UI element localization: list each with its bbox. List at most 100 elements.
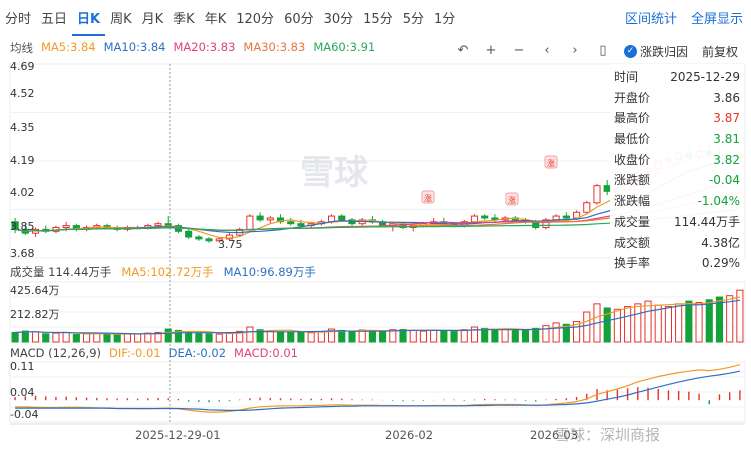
candle-body: [246, 215, 254, 230]
volume-bar: [389, 329, 397, 343]
volume-bar: [573, 321, 581, 343]
candle-body: [215, 238, 223, 242]
volume-bar: [62, 331, 70, 343]
volume-bar: [113, 334, 121, 343]
ma-legend: 均线 MA5:3.84 MA10:3.84 MA20:3.83 MA30:3.8…: [10, 40, 375, 56]
volume-bar: [562, 323, 570, 343]
ma20-value: MA20:3.83: [173, 40, 236, 54]
price-axis-label: 4.69: [10, 60, 35, 73]
volume-bar: [603, 307, 611, 343]
volume-bar: [11, 331, 19, 343]
info-key: 成交量: [614, 214, 651, 229]
volume-bar: [348, 330, 356, 343]
attribution-toggle[interactable]: ✓ 涨跌归因: [624, 43, 688, 60]
volume-bar: [195, 332, 203, 343]
price-axis-label: 4.02: [10, 186, 35, 199]
info-row-high: 最高价 3.87: [614, 108, 740, 129]
candle-body: [583, 202, 591, 213]
low-price-marker: 3.75: [218, 238, 243, 251]
candle-body: [205, 238, 213, 242]
info-key: 收盘价: [614, 152, 651, 167]
tab-1-min[interactable]: 1分: [433, 12, 456, 27]
tab-monthly-k[interactable]: 月K: [141, 12, 164, 27]
range-stats-link[interactable]: 区间统计: [624, 12, 677, 27]
volume-bar: [205, 333, 213, 343]
tab-15-min[interactable]: 15分: [363, 12, 393, 27]
macd-dif-line: [15, 364, 741, 413]
candle-body: [256, 215, 264, 221]
tab-fenshi[interactable]: 分时: [5, 12, 32, 27]
volume-bar: [83, 333, 91, 343]
price-axis-label: 4.35: [10, 121, 35, 134]
tab-five-day[interactable]: 五日: [41, 12, 68, 27]
rise-badge: [505, 192, 519, 206]
info-row-change: 涨跌额 -0.04: [614, 170, 740, 191]
undo-icon[interactable]: ↶: [457, 43, 469, 58]
volume-bar: [123, 333, 131, 343]
info-key: 换手率: [614, 256, 651, 271]
volume-bar: [481, 327, 489, 343]
volume-bar: [644, 300, 652, 343]
attribution-label: 涨跌归因: [640, 44, 689, 59]
info-key: 涨跌额: [614, 173, 651, 188]
adjust-select[interactable]: 前复权: [702, 44, 739, 59]
info-row-change-pct: 涨跌幅 -1.04%: [614, 191, 740, 212]
tab-quarterly-k[interactable]: 季K: [173, 12, 195, 27]
ma30-value: MA30:3.83: [243, 40, 306, 54]
info-row-volume: 成交量 114.44万手: [614, 212, 740, 233]
volume-bar: [256, 329, 264, 343]
macd-axis-label: 0.11: [10, 360, 35, 373]
volume-bar: [134, 333, 142, 343]
tab-5-min[interactable]: 5分: [402, 12, 424, 27]
plus-icon[interactable]: +: [485, 43, 497, 58]
volume-bar: [409, 329, 417, 343]
volume-bar: [511, 329, 519, 343]
volume-bar: [583, 311, 591, 343]
volume-legend: 成交量 114.44万手 MA5:102.72万手 MA10:96.89万手: [10, 264, 316, 280]
rise-badge-label: 涨: [508, 195, 516, 205]
volume-bar: [450, 330, 458, 343]
tab-120-min[interactable]: 120分: [236, 12, 275, 27]
tab-weekly-k[interactable]: 周K: [110, 12, 132, 27]
volume-bar: [328, 328, 336, 343]
watermark-source: 雪球：深圳商报: [555, 426, 661, 444]
tab-30-min[interactable]: 30分: [323, 12, 354, 27]
candle-body: [287, 221, 295, 225]
macd-axis-label: -0.04: [10, 408, 39, 421]
tab-yearly-k[interactable]: 年K: [204, 12, 227, 27]
volume-bar: [705, 299, 713, 343]
volume-bar: [470, 326, 479, 343]
ma5-value: MA5:3.84: [41, 40, 96, 54]
info-value: 3.87: [713, 111, 740, 126]
volume-bar: [154, 331, 162, 343]
candle-body: [562, 215, 570, 219]
phone-icon[interactable]: ▯: [599, 43, 607, 58]
fullscreen-link[interactable]: 全屏显示: [690, 12, 743, 27]
chevron-left-icon[interactable]: ‹: [544, 43, 550, 58]
volume-bar: [103, 333, 111, 343]
ma10-value: MA10:3.84: [103, 40, 166, 54]
candle-body: [593, 185, 601, 204]
macd-legend: MACD (12,26,9) DIF:-0.01 DEA:-0.02 MACD:…: [10, 346, 298, 362]
volume-bar: [307, 332, 315, 343]
info-value: 3.86: [713, 90, 740, 105]
chevron-right-icon[interactable]: ›: [572, 43, 578, 58]
macd-axis-label: 0.04: [10, 386, 35, 399]
candle-body: [62, 225, 70, 228]
volume-bar: [634, 303, 642, 343]
candle-body: [470, 215, 479, 223]
candle-body: [297, 223, 305, 227]
minus-icon[interactable]: −: [513, 43, 525, 58]
volume-bar: [368, 330, 376, 343]
volume-title: 成交量 114.44万手: [10, 265, 112, 279]
volume-bar: [266, 330, 274, 343]
rise-badge-label: 涨: [547, 158, 555, 168]
candle-body: [573, 211, 581, 219]
price-axis-label: 3.68: [10, 247, 35, 260]
volume-bar: [338, 329, 346, 343]
price-axis-label: 3.85: [10, 220, 35, 233]
tab-daily-k[interactable]: 日K: [72, 0, 106, 36]
tab-60-min[interactable]: 60分: [284, 12, 314, 27]
info-value: 2025-12-29: [670, 70, 740, 84]
volume-bar: [52, 332, 60, 343]
